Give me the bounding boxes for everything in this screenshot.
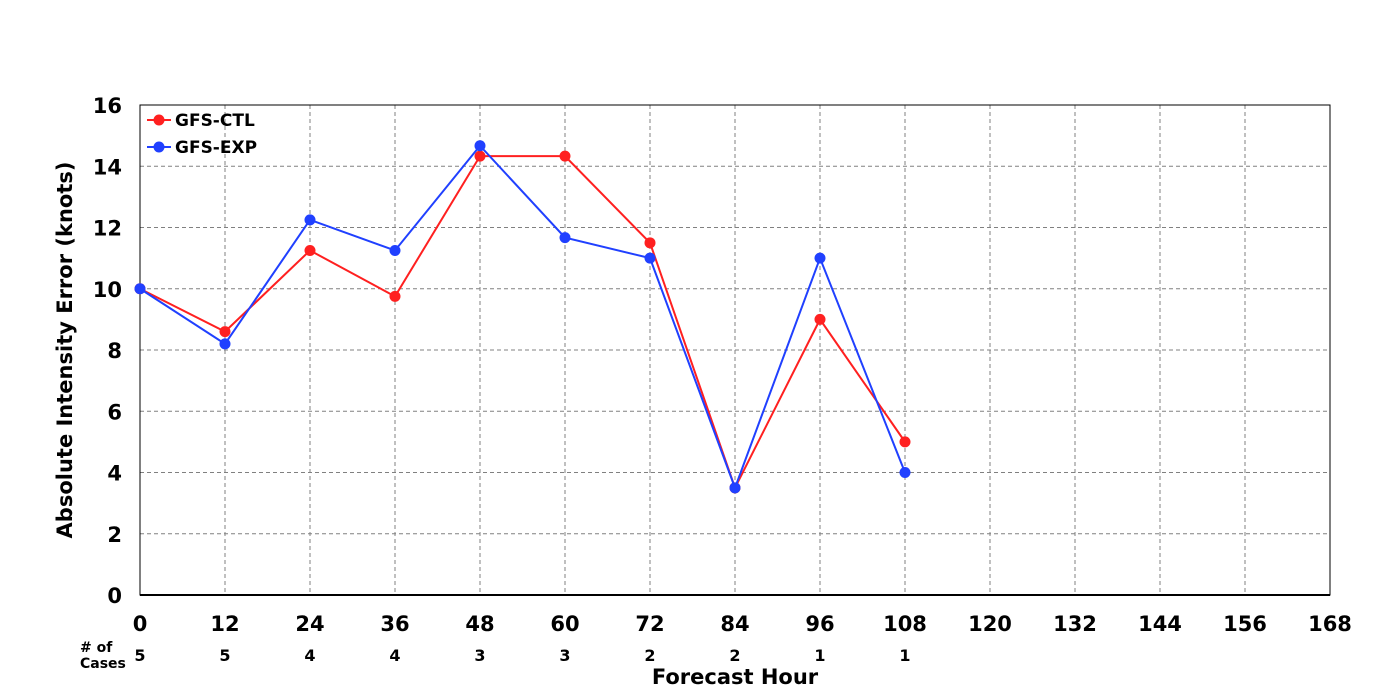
grid-lines (140, 105, 1330, 595)
y-tick-label: 8 (107, 339, 122, 363)
x-tick-label: 168 (1308, 612, 1352, 636)
legend-item: GFS-EXP (147, 138, 257, 158)
x-tick-label: 48 (465, 612, 494, 636)
y-tick-label: 14 (93, 155, 122, 179)
y-tick-label: 2 (107, 523, 122, 547)
legend-label: GFS-EXP (175, 138, 257, 158)
y-tick-label: 16 (93, 94, 122, 118)
cases-value: 3 (474, 646, 485, 665)
data-point (814, 252, 826, 264)
cases-value: 3 (559, 646, 570, 665)
cases-label-line2: Cases (80, 656, 126, 672)
legend-label: GFS-CTL (175, 111, 255, 131)
data-point (474, 150, 486, 162)
data-point (814, 313, 826, 325)
series-line (139, 155, 906, 491)
data-point (304, 244, 316, 256)
data-point (644, 237, 656, 249)
data-point (304, 214, 316, 226)
legend: GFS-CTL GFS-EXP (147, 111, 257, 158)
series-gfs-ctl (134, 150, 911, 494)
x-tick-label: 12 (210, 612, 239, 636)
data-point (559, 150, 571, 162)
legend-marker (153, 114, 165, 126)
y-tick-label: 6 (107, 400, 122, 424)
cases-value: 4 (389, 646, 400, 665)
legend-marker (153, 141, 165, 153)
x-tick-label: 96 (805, 612, 834, 636)
cases-value: 2 (729, 646, 740, 665)
data-point (389, 244, 401, 256)
cases-value: 1 (814, 646, 825, 665)
y-tick-label: 4 (107, 462, 122, 486)
y-tick-label: 12 (93, 217, 122, 241)
x-tick-label: 72 (635, 612, 664, 636)
series-line (139, 144, 906, 491)
cases-label-line1: # of (80, 640, 113, 656)
series-gfs-exp (134, 140, 911, 494)
data-point (389, 290, 401, 302)
data-point (644, 252, 656, 264)
data-point (134, 283, 146, 295)
cases-row: # of Cases 5 5 4 4 3 3 2 2 1 1 (80, 640, 911, 672)
y-tick-label: 10 (93, 278, 122, 302)
x-tick-label: 108 (883, 612, 927, 636)
cases-value: 4 (304, 646, 315, 665)
cases-value: 5 (219, 646, 230, 665)
data-point (474, 140, 486, 152)
cases-value: 2 (644, 646, 655, 665)
x-tick-label: 0 (133, 612, 148, 636)
data-point (899, 467, 911, 478)
x-tick-label: 120 (968, 612, 1012, 636)
y-tick-label: 0 (107, 584, 122, 608)
x-tick-label: 156 (1223, 612, 1267, 636)
x-tick-label: 144 (1138, 612, 1182, 636)
data-point (729, 482, 741, 494)
legend-item: GFS-CTL (147, 111, 255, 131)
x-tick-label: 84 (720, 612, 749, 636)
y-axis-title: Absolute Intensity Error (knots) (53, 162, 77, 539)
x-tick-labels: 0 12 24 36 48 60 72 84 96 108 120 132 144 156 168 (133, 612, 1352, 636)
x-tick-label: 36 (380, 612, 409, 636)
x-tick-label: 132 (1053, 612, 1097, 636)
data-point (899, 436, 911, 448)
data-point (559, 232, 571, 244)
x-tick-label: 60 (550, 612, 579, 636)
x-tick-label: 24 (295, 612, 324, 636)
series-layer (134, 140, 911, 494)
data-point (219, 338, 231, 350)
y-tick-labels: 0 2 4 6 8 10 12 14 16 (93, 94, 122, 608)
x-axis-title: Forecast Hour (652, 665, 819, 689)
cases-value: 5 (134, 646, 145, 665)
cases-value: 1 (899, 646, 910, 665)
data-point (219, 326, 231, 338)
